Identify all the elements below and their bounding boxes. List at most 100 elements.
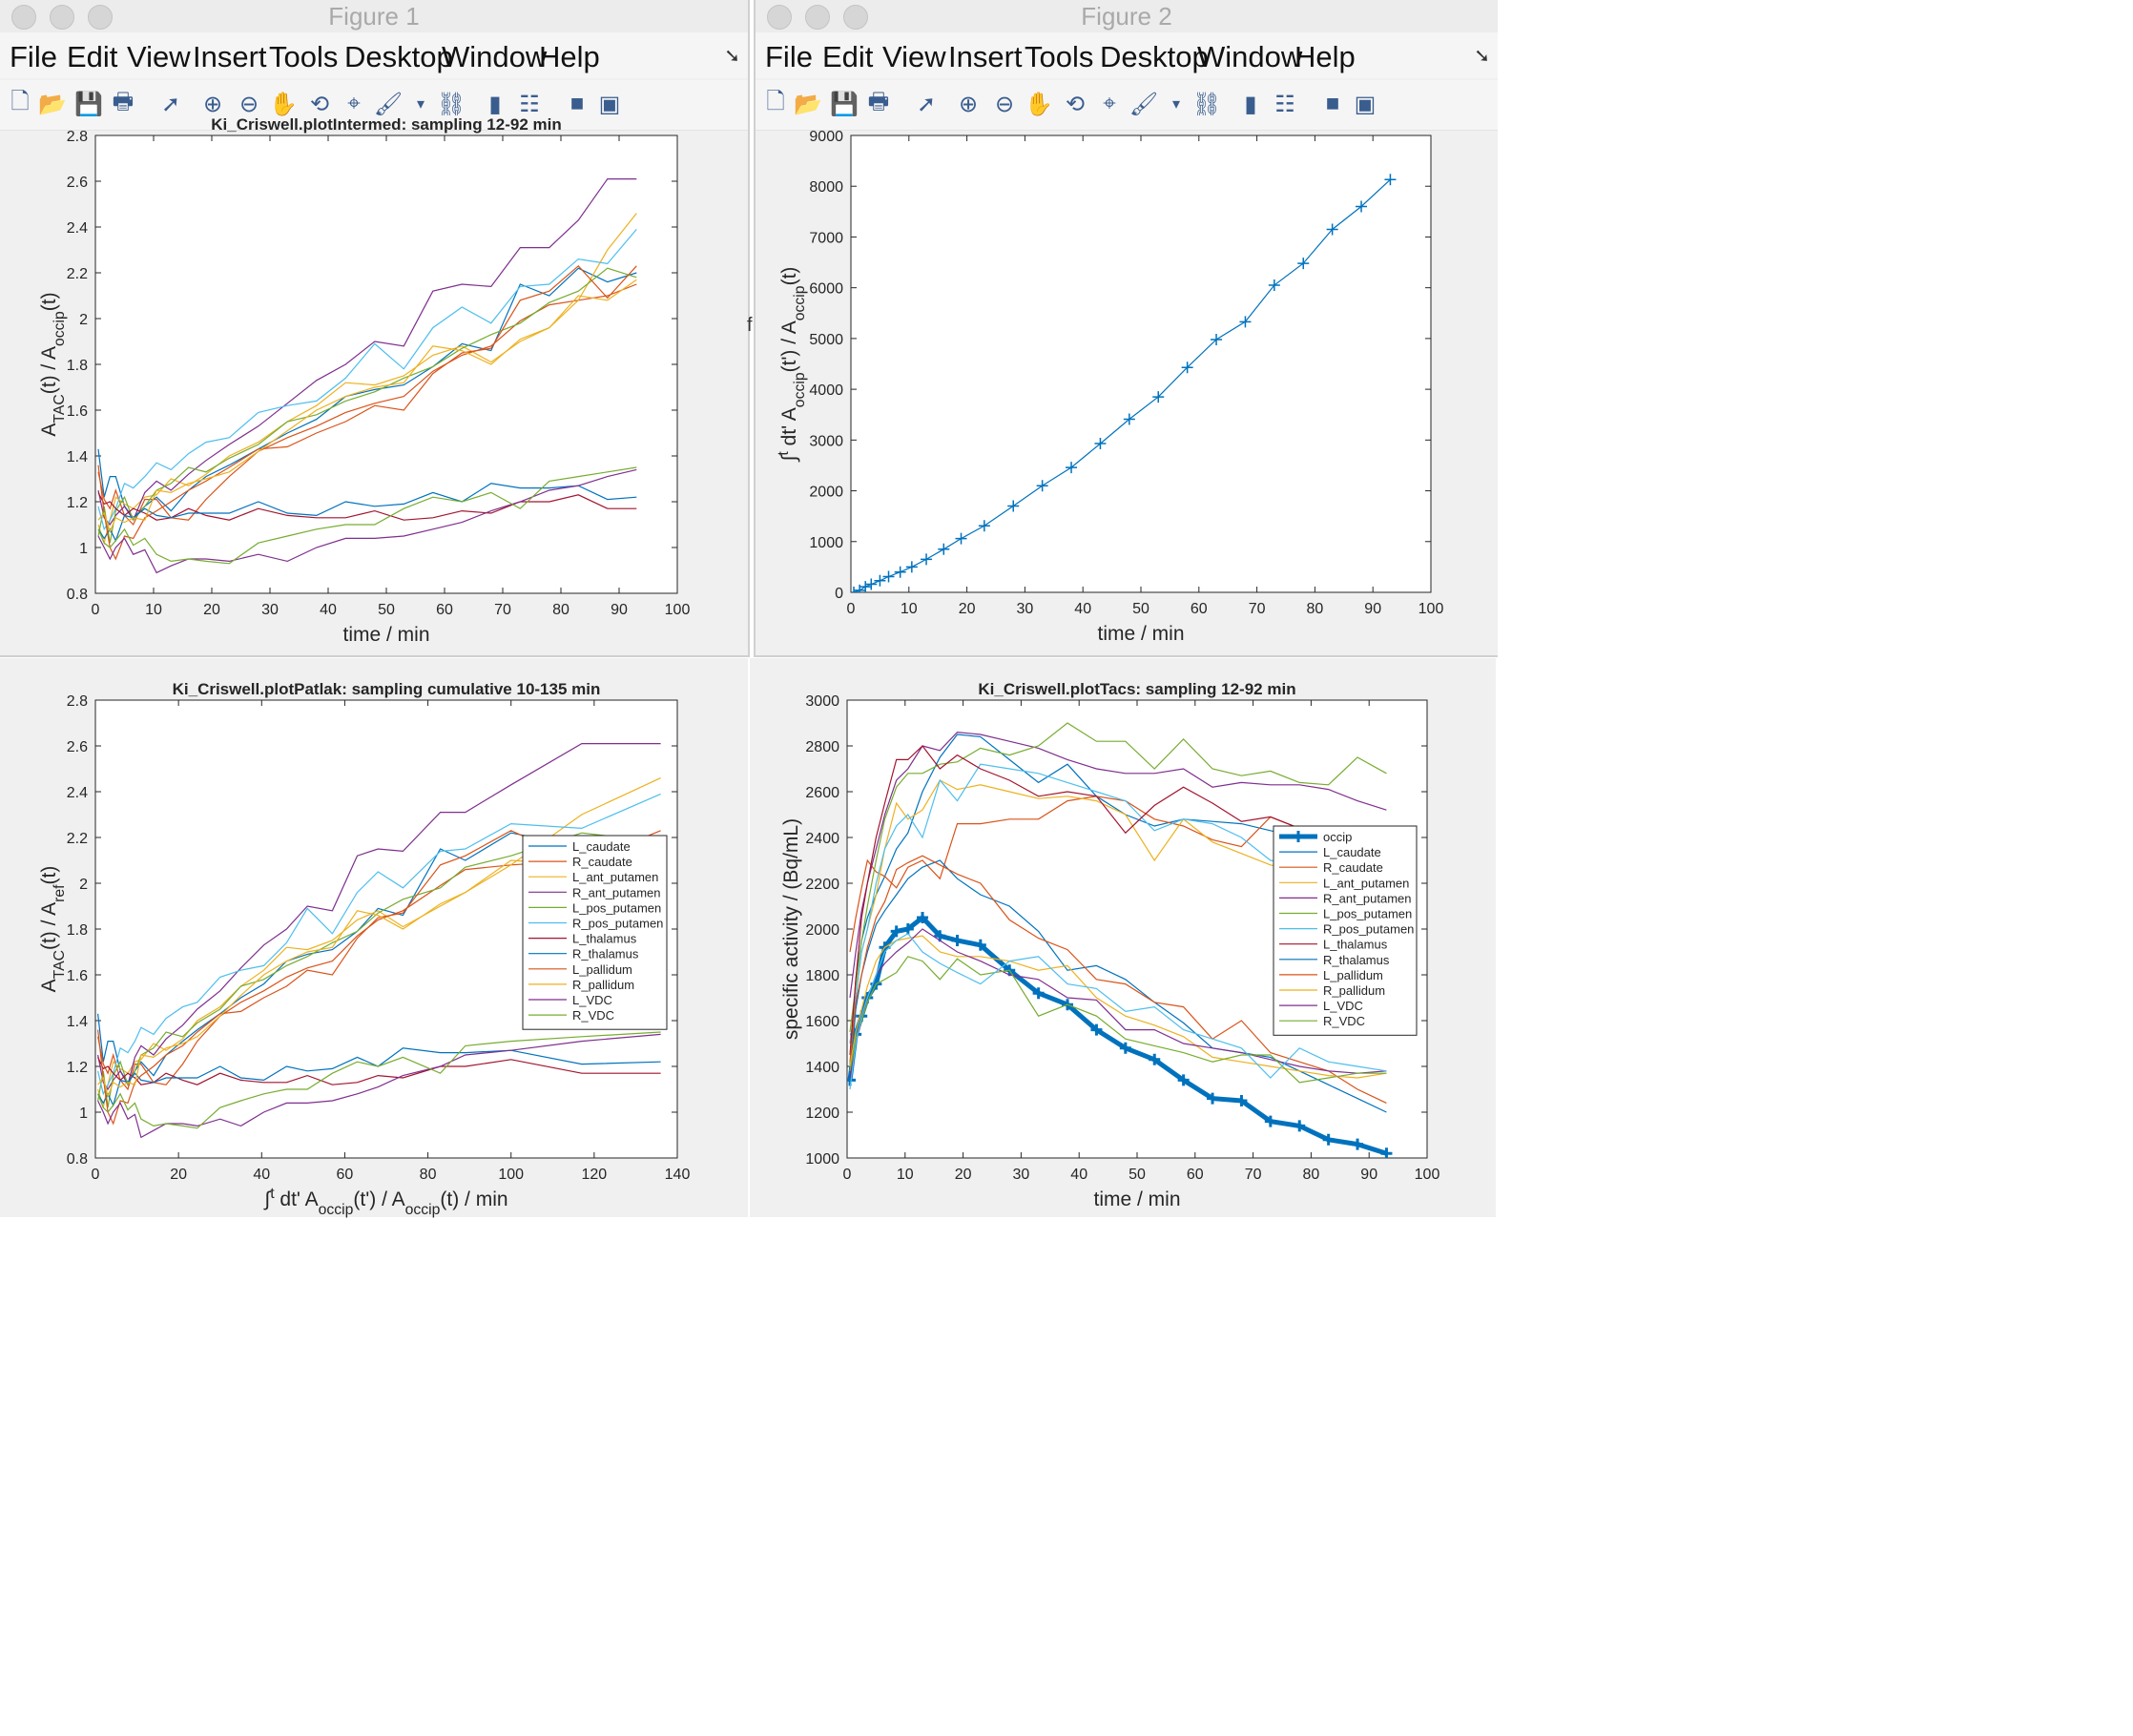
menu-insert[interactable]: Insert (193, 40, 267, 73)
zoom-in-icon[interactable]: ⊕ (958, 91, 979, 117)
legend-label-R_thalamus: R_thalamus (1323, 953, 1390, 967)
menu-desktop[interactable]: Desktop (344, 40, 453, 73)
chart-title: Ki_Criswell.plotPatlak: sampling cumulat… (173, 680, 601, 698)
link-plot-icon[interactable]: ⛓ (436, 91, 466, 117)
brush-icon[interactable]: 🖌 (373, 91, 404, 117)
pointer-icon[interactable]: ➚ (160, 91, 181, 117)
new-figure-icon[interactable]: 🗋 (766, 88, 785, 114)
open-file-icon[interactable]: 📂 (794, 91, 822, 117)
data-cursor-icon[interactable]: ⌖ (1103, 91, 1116, 116)
save-icon[interactable]: 💾 (74, 91, 103, 117)
pointer-icon[interactable]: ➚ (916, 91, 937, 117)
x-tick-label: 90 (611, 602, 628, 618)
x-tick-label: 0 (92, 602, 100, 618)
y-tick-label: 8000 (809, 179, 843, 196)
close-window-button[interactable] (767, 5, 792, 30)
y-tick-label: 2.8 (67, 129, 88, 145)
menu-view[interactable]: View (127, 40, 191, 73)
series-line-R_pallidum (97, 843, 661, 1099)
print-icon[interactable]: 🖶 (112, 88, 135, 114)
x-tick-label: 60 (337, 1167, 354, 1183)
menu-edit[interactable]: Edit (67, 40, 118, 73)
rotate-3d-icon[interactable]: ⟲ (309, 91, 330, 117)
series-line-L_VDC (97, 468, 637, 574)
menu-help[interactable]: Help (1294, 40, 1356, 73)
open-file-icon[interactable]: 📂 (38, 91, 67, 117)
pan-hand-icon[interactable]: ✋ (269, 91, 298, 117)
x-tick-label: 20 (170, 1167, 187, 1183)
dock-arrow-icon[interactable]: ➘ (1474, 46, 1490, 67)
maximize-window-button[interactable] (88, 5, 113, 30)
pan-hand-icon[interactable]: ✋ (1025, 91, 1053, 117)
y-tick-label: 1600 (805, 1014, 839, 1030)
menu-window[interactable]: Window (1197, 40, 1303, 73)
menu-tools[interactable]: Tools (1025, 40, 1094, 73)
data-cursor-icon[interactable]: ⌖ (347, 91, 361, 116)
zoom-out-icon[interactable]: ⊖ (238, 91, 259, 117)
menu-insert[interactable]: Insert (948, 40, 1023, 73)
y-tick-label: 1.6 (67, 403, 88, 420)
y-tick-label: 2 (79, 312, 88, 328)
legend-label-occip: occip (1323, 830, 1352, 844)
data-point (874, 574, 886, 587)
series-line-R_pos_putamen (97, 229, 637, 531)
chart-4: 0 10 20 30 40 50 60 70 80 90 100 1000 1200 1400 1600 18… (780, 680, 1439, 1210)
show-plot-tools-icon[interactable]: ▣ (598, 91, 621, 117)
colorbar-icon[interactable]: ▮ (1244, 91, 1257, 117)
zoom-out-icon[interactable]: ⊖ (994, 91, 1015, 117)
legend-icon[interactable]: ☷ (519, 91, 540, 117)
hide-plot-tools-icon[interactable]: ■ (569, 91, 585, 116)
close-window-button[interactable] (11, 5, 36, 30)
menu-tools[interactable]: Tools (269, 40, 339, 73)
link-plot-icon[interactable]: ⛓ (1191, 91, 1222, 117)
minimize-window-button[interactable] (50, 5, 74, 30)
data-point (1090, 1023, 1103, 1036)
y-tick-label: 1.8 (67, 358, 88, 374)
legend-label-L_pos_putamen: L_pos_putamen (1323, 907, 1412, 921)
menu-file[interactable]: File (765, 40, 813, 73)
y-tick-label: 0.8 (67, 587, 88, 603)
minimize-window-button[interactable] (805, 5, 830, 30)
legend-icon[interactable]: ☷ (1274, 91, 1295, 117)
data-point (1268, 279, 1280, 292)
series-line-R_thalamus (97, 1047, 661, 1107)
stray-text: f (747, 315, 753, 336)
legend-label-R_VDC: R_VDC (1323, 1014, 1365, 1028)
brush-dropdown-icon[interactable]: ▾ (1171, 96, 1181, 113)
new-figure-icon[interactable]: 🗋 (10, 88, 30, 114)
data-point (974, 939, 986, 951)
show-plot-tools-icon[interactable]: ▣ (1354, 91, 1377, 117)
x-tick-label: 50 (1132, 601, 1149, 617)
maximize-window-button[interactable] (843, 5, 868, 30)
y-tick-label: 1000 (809, 535, 843, 551)
zoom-in-icon[interactable]: ⊕ (202, 91, 223, 117)
menu-window[interactable]: Window (442, 40, 548, 73)
window-title: Figure 1 (328, 2, 420, 31)
plot-area (94, 134, 678, 594)
menu-view[interactable]: View (882, 40, 946, 73)
window-titlebar[interactable]: Figure 1 (0, 0, 748, 33)
y-tick-label: 4000 (809, 382, 843, 399)
legend-label-R_caudate: R_caudate (572, 855, 632, 869)
brush-dropdown-icon[interactable]: ▾ (416, 96, 425, 113)
menu-help[interactable]: Help (539, 40, 600, 73)
legend-label-L_thalamus: L_thalamus (1323, 938, 1388, 952)
menu-desktop[interactable]: Desktop (1100, 40, 1209, 73)
x-tick-label: 90 (1364, 601, 1381, 617)
menu-edit[interactable]: Edit (822, 40, 874, 73)
save-icon[interactable]: 💾 (830, 91, 859, 117)
rotate-3d-icon[interactable]: ⟲ (1065, 91, 1086, 117)
series-line-L_VDC (97, 1033, 661, 1139)
x-tick-label: 100 (1419, 601, 1444, 617)
legend-label-R_pos_putamen: R_pos_putamen (572, 917, 663, 931)
menu-file[interactable]: File (10, 40, 57, 73)
legend-label-L_VDC: L_VDC (1323, 999, 1363, 1013)
data-point (865, 578, 878, 590)
print-icon[interactable]: 🖶 (867, 88, 890, 114)
dock-arrow-icon[interactable]: ➘ (724, 46, 740, 67)
colorbar-icon[interactable]: ▮ (488, 91, 502, 117)
y-tick-label: 2.8 (67, 693, 88, 710)
hide-plot-tools-icon[interactable]: ■ (1325, 91, 1340, 116)
brush-icon[interactable]: 🖌 (1129, 91, 1159, 117)
data-point (1094, 438, 1107, 450)
